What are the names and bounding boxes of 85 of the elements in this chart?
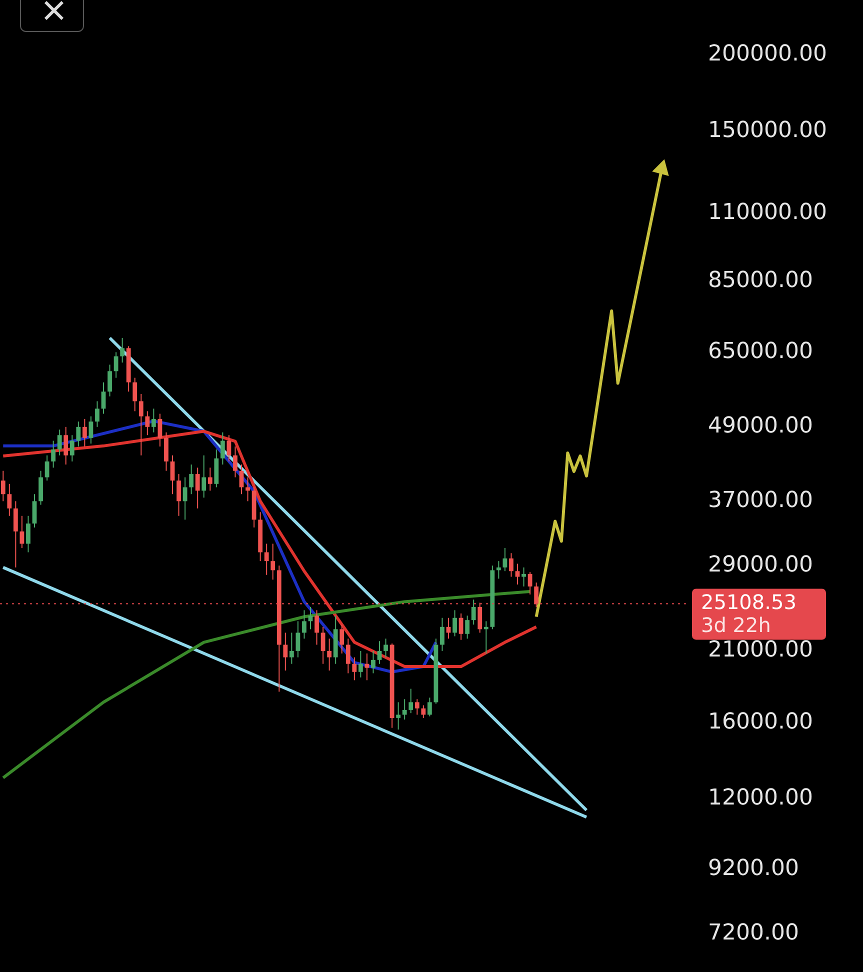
candlestick (270, 543, 276, 580)
candlestick (358, 650, 363, 678)
candlestick (346, 638, 350, 674)
y-tick-label: 200000.00 (708, 42, 827, 67)
text: 3d 22h (701, 612, 771, 637)
candlestick (427, 697, 432, 717)
ref-line-label: 25108.53 (701, 590, 796, 614)
candlestick (302, 610, 306, 640)
candlestick (233, 446, 238, 478)
candlestick (371, 650, 376, 674)
candlestick (7, 483, 12, 516)
candlestick (132, 377, 138, 412)
candlestick (32, 494, 37, 528)
candlestick (145, 410, 150, 436)
candlestick (352, 656, 357, 681)
candlestick (195, 467, 200, 509)
candlestick (51, 440, 56, 468)
candlestick (471, 599, 476, 626)
candlestick (289, 632, 294, 664)
y-tick-label: 29000.00 (708, 552, 813, 578)
candlestick (189, 464, 194, 495)
candlestick (465, 615, 470, 640)
candlestick (95, 400, 100, 428)
candlestick (414, 698, 420, 716)
candlestick (164, 432, 168, 472)
candlestick (208, 467, 212, 492)
candlestick (320, 626, 326, 664)
candlestick (440, 617, 444, 652)
candlestick (384, 638, 388, 658)
candlestick (396, 702, 401, 730)
candlestick (515, 563, 520, 585)
y-tick-label: 85000.00 (708, 268, 813, 293)
candlestick (138, 393, 144, 456)
candlestick (101, 382, 106, 414)
candlestick (26, 515, 30, 553)
candlestick (522, 566, 526, 587)
y-tick-label: 110000.00 (708, 200, 827, 225)
candlestick (57, 429, 62, 456)
candlestick (308, 606, 313, 630)
y-tick-label: 49000.00 (708, 414, 813, 439)
candlestick (246, 476, 250, 502)
candlestick (38, 470, 43, 506)
candlestick (408, 688, 414, 714)
y-tick-label: 9200.00 (708, 856, 799, 881)
candlestick (496, 560, 501, 580)
y-tick-label: 150000.00 (708, 118, 827, 143)
candlestick (264, 543, 269, 576)
candlestick (13, 500, 18, 568)
y-tick-label: 65000.00 (708, 338, 813, 364)
candlestick (76, 421, 81, 448)
y-tick-label: 37000.00 (708, 488, 813, 513)
candlestick (458, 612, 464, 640)
candlestick (0, 470, 6, 502)
candlestick (283, 632, 288, 672)
candlestick (509, 552, 514, 578)
candlestick (120, 337, 125, 364)
candlestick (421, 704, 426, 718)
candlestick (296, 620, 300, 658)
y-tick-label: 12000.00 (708, 786, 813, 811)
candlestick (377, 640, 382, 664)
candlestick (314, 610, 319, 646)
candlestick (151, 408, 156, 433)
candlestick (70, 434, 74, 462)
candlestick (226, 434, 232, 462)
candlestick (44, 454, 50, 482)
candlestick (176, 474, 181, 516)
candlestick (402, 698, 407, 720)
candlestick (528, 572, 532, 595)
candlestick (340, 624, 344, 654)
candlestick (158, 413, 162, 448)
y-tick-label: 7200.00 (708, 920, 799, 946)
y-tick-label: 21000.00 (708, 638, 813, 663)
candlestick (502, 547, 508, 572)
candlestick (88, 416, 94, 444)
candlestick (220, 432, 225, 466)
candlestick (327, 638, 332, 672)
candlestick (202, 454, 206, 498)
candlestick (170, 454, 175, 495)
candlestick (452, 610, 457, 637)
y-tick-label: 16000.00 (708, 710, 813, 735)
candlestick (64, 426, 68, 466)
candlestick (82, 418, 87, 448)
candlestick (239, 464, 244, 495)
candlestick (108, 364, 112, 397)
candlestick (364, 652, 370, 681)
